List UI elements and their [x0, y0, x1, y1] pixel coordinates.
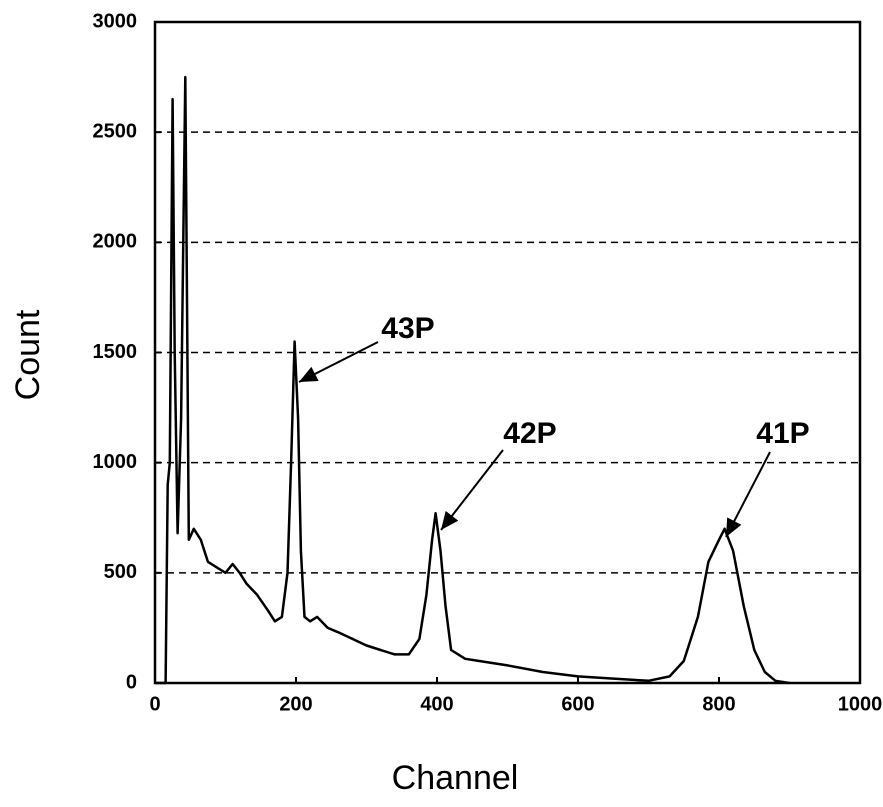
peak-label: 43P: [381, 312, 434, 345]
data-line: [155, 75, 790, 685]
y-axis-label: Count: [9, 309, 47, 400]
x-tick-label: 1000: [838, 693, 883, 715]
peak-label: 41P: [756, 417, 809, 450]
y-tick-label: 2500: [93, 120, 138, 142]
x-tick-label: 800: [702, 693, 735, 715]
y-tick-label: 1500: [93, 341, 138, 363]
peak-label: 42P: [503, 417, 556, 450]
x-tick-label: 600: [561, 693, 594, 715]
peak-arrow: [298, 341, 379, 383]
peak-arrow: [440, 449, 504, 531]
y-tick-label: 0: [126, 671, 137, 693]
x-tick-label: 0: [149, 693, 160, 715]
x-tick-label: 200: [279, 693, 312, 715]
x-axis-label: Channel: [392, 759, 519, 797]
x-tick-label: 400: [420, 693, 453, 715]
y-tick-label: 2000: [93, 231, 138, 253]
peak-arrow: [725, 451, 771, 538]
y-tick-label: 1000: [93, 451, 138, 473]
y-tick-label: 500: [104, 561, 137, 583]
y-tick-label: 3000: [93, 10, 138, 32]
